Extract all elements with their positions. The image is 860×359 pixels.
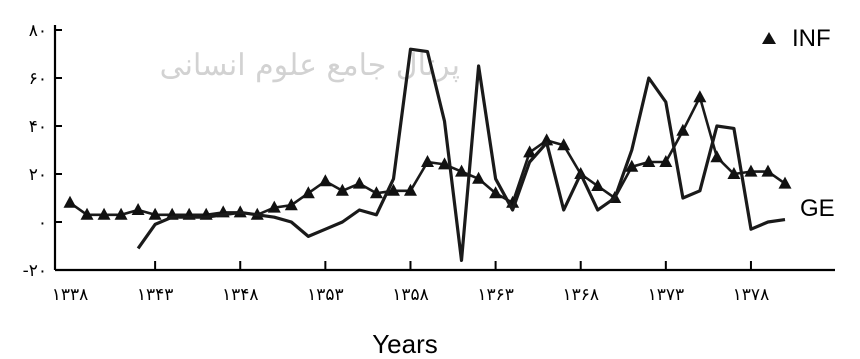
chart-legend: INF GE [762,25,835,222]
data-point-inf [744,164,758,177]
legend-label-inf: INF [792,25,831,52]
data-point-inf [642,155,656,167]
y-tick-label: ۶۰ [29,69,47,89]
chart-ticks: -۲۰ ۰ ۲۰ ۴۰ ۶۰ ۸۰ ۱۳۳۸ ۱۳۴۳ ۱۳۴۸ ۱۳۵۳ ۱۳۵۸ ۱۳۶۳ ۱۳۶۸… [23,21,770,305]
x-tick-label: ۱۳۳۸ [52,285,89,305]
data-point-inf [710,150,724,163]
chart-series [63,47,792,262]
data-point-inf [455,164,469,177]
legend-marker-inf [762,32,776,44]
series-label-ge: GE [800,195,835,222]
data-point-inf [301,186,315,199]
x-tick-label: ۱۳۷۸ [733,285,770,305]
data-point-inf [369,186,383,199]
x-tick-label: ۱۳۵۳ [307,285,344,305]
data-point-inf [148,207,162,220]
data-point-inf [778,176,792,189]
data-point-inf [540,133,554,146]
data-point-inf [659,155,673,167]
y-tick-label: ۴۰ [29,117,47,137]
data-point-inf [318,174,332,187]
data-point-inf [335,183,349,196]
x-tick-label: ۱۳۵۸ [392,285,429,305]
data-point-inf [523,145,537,158]
data-point-inf [591,179,605,191]
data-point-inf [693,90,707,103]
data-point-inf [114,207,128,220]
data-point-inf [97,207,111,220]
data-point-inf [557,138,571,151]
data-point-inf [421,155,434,167]
data-point-inf [284,198,298,211]
x-axis-label: Years [372,329,438,359]
x-tick-label: ۱۳۴۸ [222,285,259,305]
data-point-inf [80,207,94,220]
data-point-inf [676,123,690,136]
data-point-inf [403,183,417,196]
data-point-inf [386,183,400,196]
y-tick-label: ۰ [38,213,47,233]
data-point-inf [267,200,281,213]
data-point-inf [131,203,145,215]
y-tick-label: ۲۰ [29,165,47,185]
y-tick-label: -۲۰ [23,261,47,281]
watermark-text: پرتال جامع علوم انسانی [160,48,460,83]
data-point-inf [727,167,741,179]
data-point-inf [472,171,486,184]
x-tick-label: ۱۳۴۳ [137,285,174,305]
series-line-ge [136,47,786,262]
data-point-inf [625,159,639,172]
data-point-inf [352,176,366,189]
x-tick-label: ۱۳۶۳ [477,285,514,305]
data-point-inf [489,186,503,199]
data-point-inf [761,164,775,177]
chart-axes [53,25,835,272]
y-tick-label: ۸۰ [29,21,47,41]
data-point-inf [438,157,452,170]
data-point-inf [63,195,77,208]
x-tick-label: ۱۳۶۸ [562,285,599,305]
x-tick-label: ۱۳۷۳ [648,285,685,305]
